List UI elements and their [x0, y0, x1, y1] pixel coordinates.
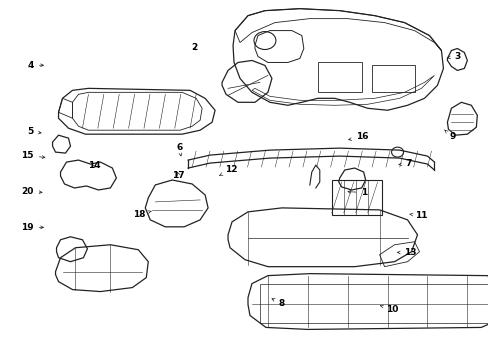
Text: 5: 5	[27, 127, 41, 136]
Text: 19: 19	[21, 223, 43, 232]
Text: 16: 16	[348, 132, 367, 141]
Text: 4: 4	[27, 61, 43, 70]
Text: 1: 1	[347, 188, 367, 197]
Text: 14: 14	[88, 161, 101, 170]
Text: 10: 10	[380, 305, 397, 314]
Text: 20: 20	[21, 187, 42, 196]
Text: 7: 7	[398, 159, 411, 168]
Text: 2: 2	[190, 43, 197, 52]
Text: 3: 3	[447, 52, 460, 61]
Text: 8: 8	[271, 299, 285, 308]
Text: 15: 15	[21, 151, 45, 160]
Text: 11: 11	[409, 211, 427, 220]
Bar	[331, 180, 381, 215]
Text: 9: 9	[444, 130, 455, 141]
Text: 12: 12	[219, 165, 237, 175]
Text: 6: 6	[176, 143, 182, 156]
Text: 18: 18	[133, 210, 151, 219]
Text: 13: 13	[397, 248, 416, 257]
Text: 17: 17	[172, 171, 184, 180]
